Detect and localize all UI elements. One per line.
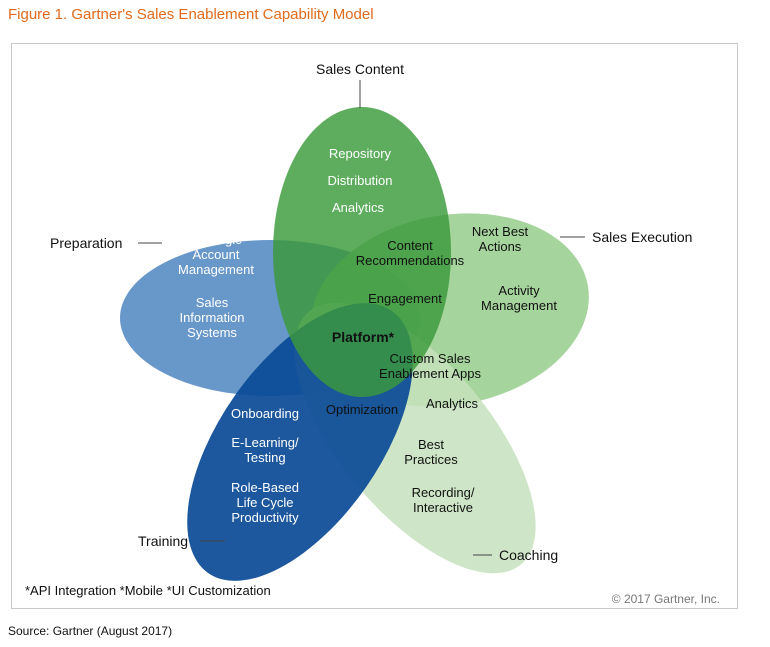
training-item-elearning: E-Learning/	[231, 435, 299, 450]
sales-content-item-repository: Repository	[329, 146, 392, 161]
copyright: © 2017 Gartner, Inc.	[612, 592, 720, 606]
label-coaching: Coaching	[499, 547, 558, 563]
center-platform: Platform*	[332, 329, 395, 345]
source-note: Source: Gartner (August 2017)	[8, 624, 173, 638]
training-item-productivity: Productivity	[231, 510, 299, 525]
center-optimization: Optimization	[326, 402, 398, 417]
center-analytics: Analytics	[426, 396, 479, 411]
center-engagement: Engagement	[368, 291, 442, 306]
training-item-testing: Testing	[244, 450, 285, 465]
center-recommendations: Recommendations	[356, 253, 465, 268]
coaching-item-recording: Recording/	[412, 485, 475, 500]
label-preparation: Preparation	[50, 235, 122, 251]
preparation-item-account: Account	[193, 247, 240, 262]
sales-content-item-analytics: Analytics	[332, 200, 385, 215]
training-item-role-based: Role-Based	[231, 480, 299, 495]
execution-item-activity: Activity	[498, 283, 540, 298]
petal-sales-content	[273, 107, 451, 397]
preparation-item-information: Information	[179, 310, 244, 325]
figure-title: Figure 1. Gartner's Sales Enablement Cap…	[8, 6, 374, 23]
figure-frame	[11, 43, 738, 609]
label-sales-content: Sales Content	[316, 61, 404, 77]
footnote: *API Integration *Mobile *UI Customizati…	[25, 583, 271, 598]
sales-content-item-distribution: Distribution	[327, 173, 392, 188]
execution-item-actions: Actions	[479, 239, 522, 254]
center-custom-sales: Custom Sales	[390, 351, 471, 366]
coaching-item-interactive: Interactive	[413, 500, 473, 515]
training-item-life-cycle: Life Cycle	[236, 495, 293, 510]
execution-item-management: Management	[481, 298, 557, 313]
preparation-item-strategic: Strategic	[190, 232, 242, 247]
training-item-onboarding: Onboarding	[231, 406, 299, 421]
label-training: Training	[138, 533, 188, 549]
execution-item-next-best: Next Best	[472, 224, 529, 239]
center-enablement-apps: Enablement Apps	[379, 366, 481, 381]
preparation-item-systems: Systems	[187, 325, 237, 340]
preparation-item-management: Management	[178, 262, 254, 277]
coaching-item-best: Best	[418, 437, 444, 452]
coaching-item-practices: Practices	[404, 452, 458, 467]
label-sales-execution: Sales Execution	[592, 229, 692, 245]
center-content: Content	[387, 238, 433, 253]
preparation-item-sales: Sales	[196, 295, 229, 310]
